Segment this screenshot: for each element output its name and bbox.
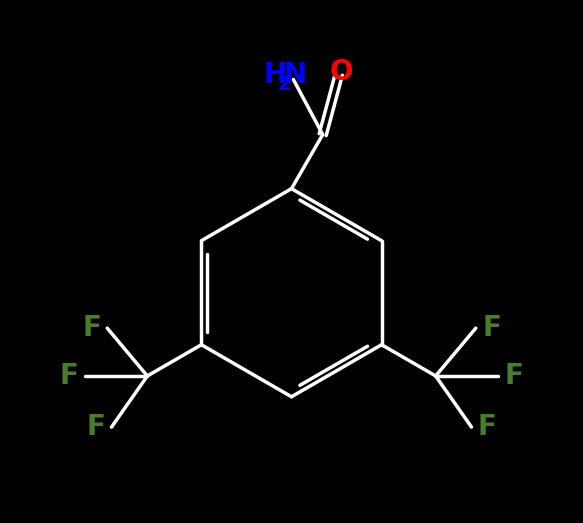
Text: F: F — [82, 314, 101, 342]
Text: O: O — [330, 58, 353, 86]
Text: 2: 2 — [278, 75, 292, 94]
Text: F: F — [86, 413, 106, 441]
Text: F: F — [60, 362, 79, 390]
Text: F: F — [477, 413, 497, 441]
Text: H: H — [264, 61, 287, 89]
Text: F: F — [504, 362, 523, 390]
Text: F: F — [482, 314, 501, 342]
Text: N: N — [283, 61, 307, 89]
